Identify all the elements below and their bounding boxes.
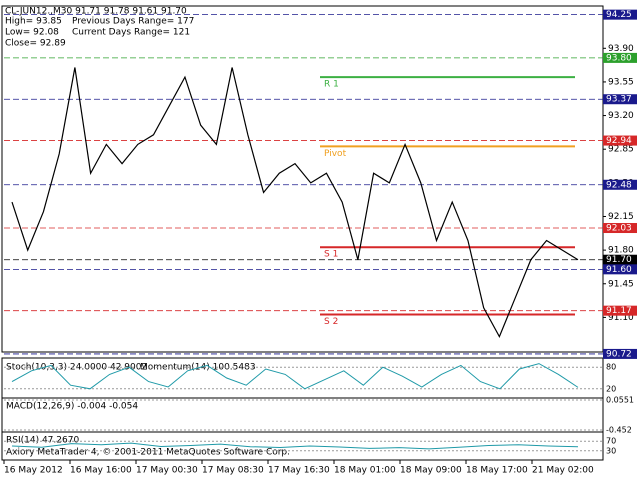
x-tick-label: 18 May 01:00 [334, 466, 396, 476]
price-label-box [603, 9, 637, 20]
rsi-line [11, 442, 579, 450]
sub-tick-label: 20 [606, 384, 616, 393]
sub-tick-label: 0.0551 [606, 396, 634, 405]
x-tick-label: 17 May 08:30 [202, 466, 264, 476]
header-text: Previous Days Range= 177 [72, 17, 194, 27]
price-label-box [603, 135, 637, 146]
price-label: 93.37 [606, 95, 632, 105]
price-label-box [603, 348, 637, 359]
x-tick-label: 17 May 16:30 [268, 466, 330, 476]
price-label: 93.80 [606, 53, 632, 63]
x-tick-label: 17 May 00:30 [136, 466, 198, 476]
price-label-box [603, 305, 637, 316]
stoch-line [11, 363, 579, 390]
y-tick-label: 91.10 [608, 313, 634, 323]
rsi-title: RSI(14) 47.2670 [6, 436, 79, 446]
price-label: 90.72 [606, 349, 632, 359]
price-label-box [603, 254, 637, 265]
y-tick-label: 92.15 [608, 212, 634, 222]
macd-title: MACD(12,26,9) -0.004 -0.054 [6, 402, 138, 412]
price-label: 92.03 [606, 224, 632, 234]
price-label-box [603, 94, 637, 105]
y-tick-label: 93.20 [608, 111, 634, 121]
x-tick-label: 16 May 16:00 [70, 466, 132, 476]
price-label: 92.48 [606, 180, 632, 190]
price-label: 91.60 [606, 265, 632, 275]
price-label: 91.70 [606, 255, 632, 265]
price-label-box [603, 179, 637, 190]
header-text: Low= 92.08 [5, 28, 59, 38]
price-line-series [11, 67, 579, 339]
price-label-box [603, 264, 637, 275]
x-tick-label: 18 May 09:00 [400, 466, 462, 476]
y-tick-label: 91.45 [608, 279, 634, 289]
header-text: Close= 92.89 [5, 39, 66, 49]
y-tick-label: 91.80 [608, 246, 634, 256]
level-label: S 1 [324, 250, 338, 260]
price-label: 92.94 [606, 136, 632, 146]
header-text: High= 93.85 [5, 17, 62, 27]
price-label: 91.17 [606, 306, 632, 316]
x-tick-label: 21 May 02:00 [532, 466, 594, 476]
y-tick-label: 93.90 [608, 44, 634, 54]
level-label: R 1 [324, 80, 339, 90]
header-text: CL-JUN12.,M30 91.71 91.78 91.61 91.70 [5, 7, 187, 17]
sub-tick-label: 80 [606, 363, 616, 372]
price-label-box [603, 52, 637, 63]
footer: Axiory MetaTrader 4, © 2001-2011 MetaQuo… [6, 448, 290, 458]
sub-tick-label: -0.452 [606, 426, 632, 435]
level-label: S 2 [324, 317, 338, 327]
y-tick-label: 93.55 [608, 77, 634, 87]
sub-tick-label: 30 [606, 446, 616, 455]
level-label: Pivot [324, 149, 347, 159]
x-tick-label: 16 May 2012 [4, 466, 63, 476]
x-tick-label: 18 May 17:00 [466, 466, 528, 476]
y-tick-label: 92.85 [608, 145, 634, 155]
sub-tick-label: 70 [606, 437, 616, 446]
price-label-box [603, 223, 637, 234]
main-panel [1, 5, 604, 353]
price-label: 94.25 [606, 10, 632, 20]
rsi-panel [1, 431, 604, 461]
header-text: Current Days Range= 121 [72, 28, 190, 38]
